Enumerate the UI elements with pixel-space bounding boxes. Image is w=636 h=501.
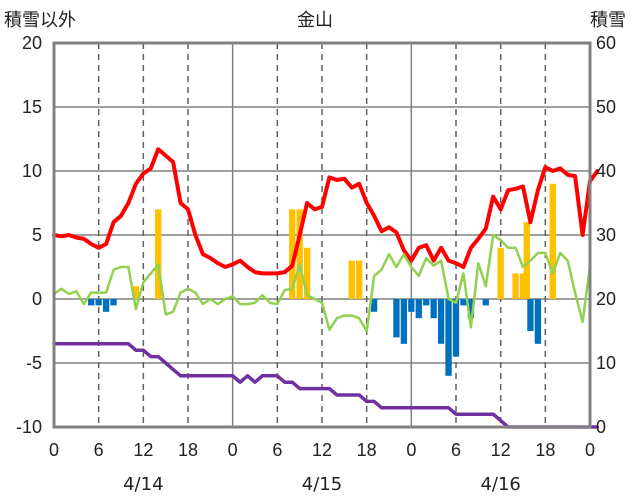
precip-bar bbox=[88, 299, 95, 306]
right-tick-label: 10 bbox=[596, 353, 616, 373]
series-line bbox=[52, 147, 600, 276]
x-tick-label: 6 bbox=[272, 440, 282, 460]
precip-bar bbox=[356, 260, 363, 299]
precip-bar bbox=[370, 299, 378, 312]
right-tick-label: 20 bbox=[596, 289, 616, 309]
precip-bar bbox=[408, 299, 415, 312]
x-tick-label: 0 bbox=[49, 440, 59, 460]
chart-title: 金山 bbox=[297, 10, 333, 31]
x-tick-label: 0 bbox=[585, 440, 595, 460]
precip-bars bbox=[88, 183, 556, 376]
left-tick-label: 20 bbox=[22, 33, 42, 53]
x-tick-label: 18 bbox=[357, 440, 377, 460]
precip-bar bbox=[437, 299, 445, 344]
precip-bar bbox=[155, 209, 162, 299]
left-tick-label: -5 bbox=[26, 353, 42, 373]
x-tick-label: 12 bbox=[312, 440, 332, 460]
precip-bar bbox=[393, 299, 400, 338]
precip-bar bbox=[527, 299, 534, 331]
right-tick-label: 50 bbox=[596, 97, 616, 117]
precip-bar bbox=[296, 209, 303, 299]
precip-bar bbox=[497, 247, 504, 299]
precip-bar bbox=[482, 299, 489, 306]
right-tick-label: 40 bbox=[596, 161, 616, 181]
date-label: 4/16 bbox=[480, 474, 520, 495]
precip-bar bbox=[523, 222, 530, 299]
precip-bar bbox=[303, 247, 311, 299]
precip-bar bbox=[289, 209, 296, 299]
left-axis-label: 積雪以外 bbox=[4, 10, 76, 31]
precip-bar bbox=[415, 299, 422, 319]
precip-bar bbox=[512, 273, 519, 299]
x-tick-label: 18 bbox=[178, 440, 198, 460]
series-line bbox=[52, 342, 600, 429]
right-axis-label: 積雪 bbox=[590, 10, 626, 31]
right-axis-ticks: 60 50 40 30 20 10 0 bbox=[596, 33, 616, 437]
x-tick-label: 0 bbox=[406, 440, 416, 460]
left-tick-label: 15 bbox=[22, 97, 42, 117]
left-axis-ticks: 20 15 10 5 0 -5 -10 bbox=[16, 33, 42, 437]
precip-bar bbox=[110, 299, 117, 306]
date-labels: 4/14 4/15 4/16 bbox=[123, 474, 521, 495]
date-label: 4/15 bbox=[302, 474, 342, 495]
left-tick-label: 10 bbox=[22, 161, 42, 181]
plot-frame bbox=[52, 41, 592, 429]
x-tick-label: 6 bbox=[94, 440, 104, 460]
x-tick-label: 12 bbox=[133, 440, 153, 460]
precip-bar bbox=[452, 299, 460, 357]
right-tick-label: 30 bbox=[596, 225, 616, 245]
precip-bar bbox=[95, 299, 102, 306]
series-lines bbox=[52, 147, 600, 429]
precip-bar bbox=[534, 299, 542, 344]
grid-lines bbox=[54, 42, 590, 428]
precip-bar bbox=[519, 273, 527, 299]
precip-bar bbox=[132, 286, 140, 299]
right-tick-label: 60 bbox=[596, 33, 616, 53]
series-line bbox=[52, 233, 592, 333]
precip-bar bbox=[467, 299, 475, 319]
precip-bar bbox=[423, 299, 430, 306]
date-label: 4/14 bbox=[123, 474, 163, 495]
x-tick-label: 12 bbox=[491, 440, 511, 460]
left-tick-label: -10 bbox=[16, 417, 42, 437]
right-tick-label: 0 bbox=[596, 417, 606, 437]
x-tick-label: 0 bbox=[228, 440, 238, 460]
precip-bar bbox=[400, 299, 408, 344]
left-tick-label: 0 bbox=[32, 289, 42, 309]
precip-bar bbox=[348, 260, 355, 299]
precip-bar bbox=[102, 299, 110, 312]
precip-bar bbox=[549, 183, 556, 299]
left-tick-label: 5 bbox=[32, 225, 42, 245]
precip-bar bbox=[460, 299, 467, 306]
x-tick-label: 18 bbox=[535, 440, 555, 460]
precip-bar bbox=[445, 299, 452, 376]
x-axis-ticks: 0 6 12 18 0 6 12 18 0 6 12 18 0 bbox=[49, 440, 595, 460]
precip-bar bbox=[430, 299, 437, 319]
x-tick-label: 6 bbox=[451, 440, 461, 460]
